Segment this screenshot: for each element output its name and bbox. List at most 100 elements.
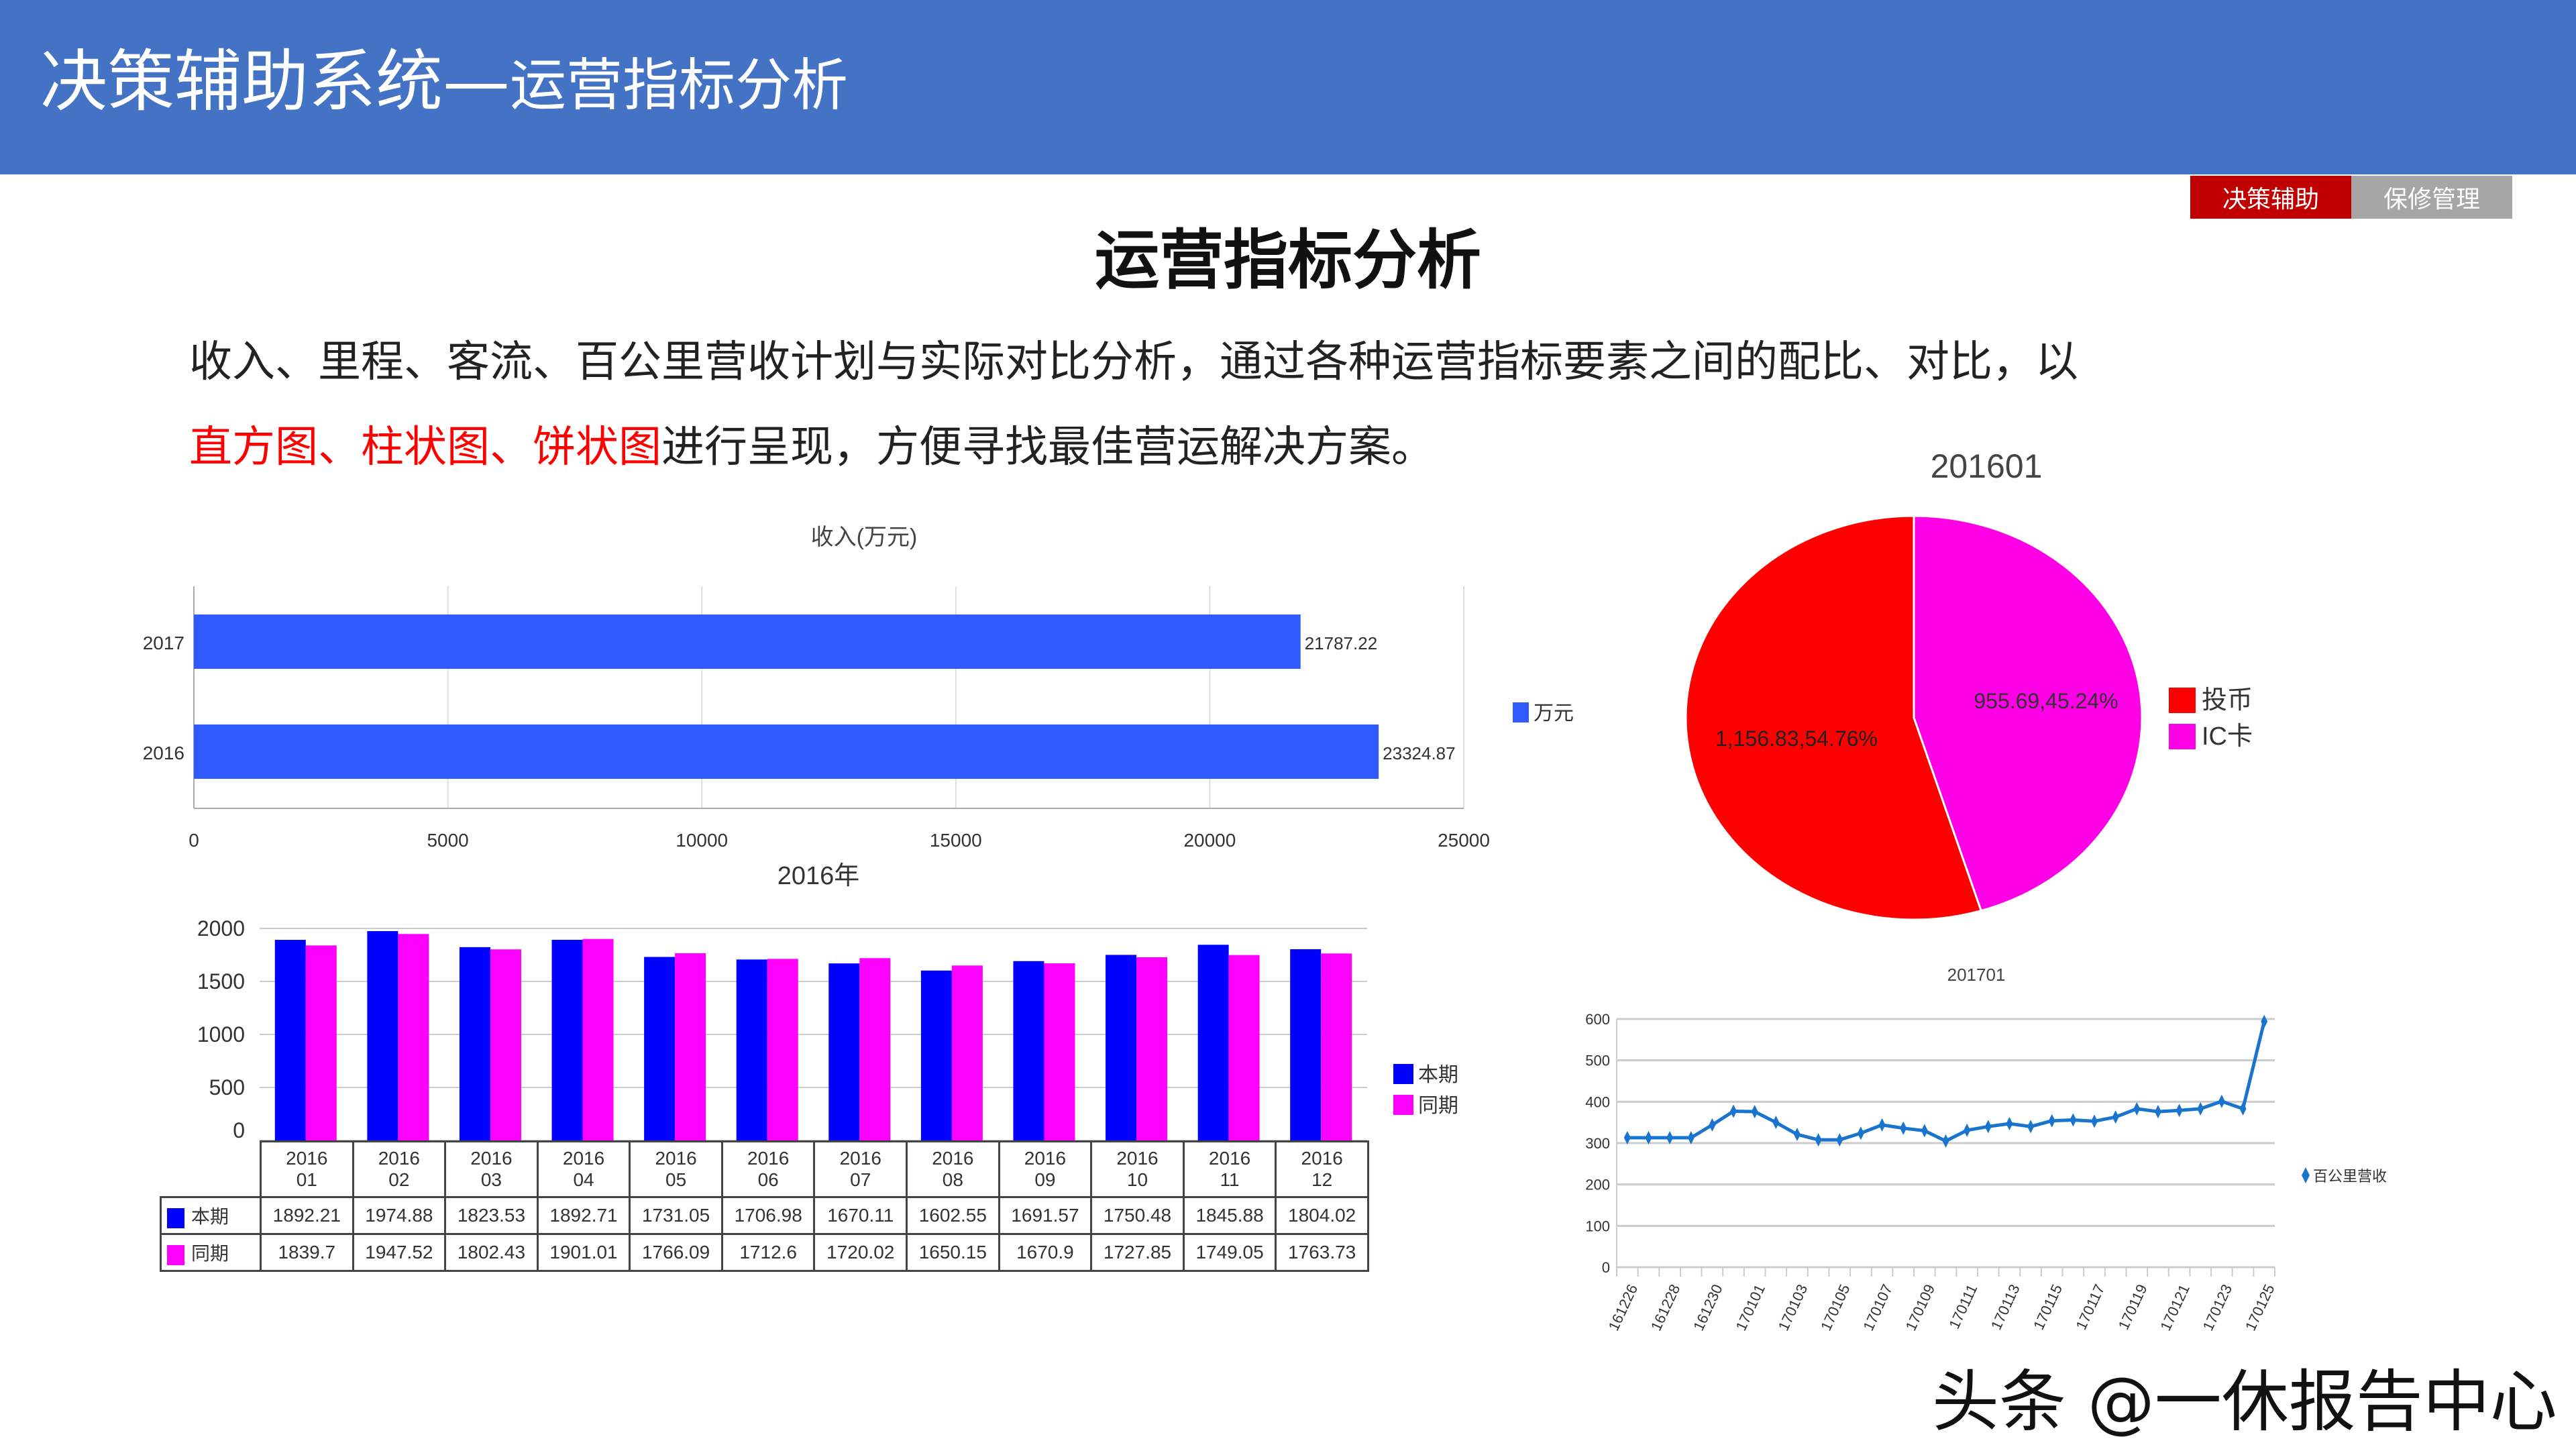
line-point-marker	[2197, 1102, 2204, 1116]
app-title: 决策辅助系统—运营指标分析	[40, 27, 848, 124]
line-point-marker	[1900, 1121, 1907, 1135]
column-bar-prior	[951, 965, 983, 1140]
table-cell: 1691.57	[998, 1196, 1093, 1235]
column-bar-current	[1197, 945, 1229, 1140]
line-xtick-label: 170113	[1988, 1282, 2023, 1333]
table-row: 本期 1892.21 1974.88 1823.53 1892.71 1731.05 170…	[160, 1196, 1369, 1235]
table-cell: 1712.6	[720, 1233, 816, 1272]
column-bar-current	[644, 957, 676, 1140]
hbar-title: 收入(万元)	[811, 525, 918, 550]
table-category-header: 2016 10	[1090, 1140, 1185, 1198]
column-bar-prior	[1136, 957, 1168, 1140]
line-legend-label: 百公里营收	[2313, 1168, 2387, 1185]
table-category-header: 2016 04	[536, 1140, 631, 1198]
table-cell: 1749.05	[1182, 1233, 1277, 1272]
table-cell: 1720.02	[813, 1233, 908, 1272]
hbar-xtick-label: 25000	[1438, 830, 1490, 851]
intro-highlight: 直方图、柱状图、饼状图	[189, 423, 661, 472]
title-main: 决策辅助系统—	[40, 42, 510, 121]
hbar-xtick-label: 20000	[1183, 830, 1236, 851]
line-point-marker	[1984, 1120, 1992, 1134]
line-point-marker	[1836, 1133, 1843, 1147]
line-point-marker	[1964, 1123, 1971, 1137]
column-ytick-label: 2000	[197, 916, 245, 941]
table-category-header: 2016 07	[813, 1140, 908, 1198]
line-ytick-label: 300	[1585, 1135, 1610, 1152]
column-bar-prior	[767, 959, 798, 1140]
line-point-marker	[2176, 1104, 2183, 1118]
line-point-marker	[1666, 1130, 1674, 1144]
line-ytick-label: 0	[1602, 1259, 1610, 1276]
column-bar-current	[1290, 949, 1322, 1140]
table-cell: 1802.43	[444, 1233, 539, 1272]
line-point-marker	[2091, 1114, 2098, 1128]
hbar-xtick-label: 0	[189, 830, 199, 851]
table-series-label: 本期	[160, 1196, 262, 1235]
column-bar-prior	[675, 953, 706, 1140]
pie-legend-label: IC卡	[2202, 722, 2253, 751]
column-chart-title: 2016年	[777, 862, 860, 890]
line-ytick-label: 500	[1585, 1053, 1610, 1069]
pie-slice	[1684, 515, 1983, 921]
column-bar-prior	[398, 934, 429, 1140]
pie-label-coin: 1,156.83,54.76%	[1715, 727, 1878, 751]
table-category-header: 2016 02	[352, 1140, 447, 1198]
table-cell: 1901.01	[536, 1233, 631, 1272]
line-xtick-label: 161226	[1605, 1282, 1641, 1334]
line-ytick-label: 200	[1585, 1177, 1610, 1193]
column-bar-prior	[1228, 955, 1260, 1140]
column-bar-current	[274, 940, 306, 1140]
column-bar-prior	[490, 949, 521, 1140]
column-bar-current	[459, 947, 490, 1140]
line-point-marker	[2261, 1014, 2268, 1028]
column-legend-label: 本期	[1418, 1064, 1458, 1086]
table-series-swatch	[167, 1208, 184, 1228]
column-legend-swatch	[1393, 1095, 1413, 1115]
nav-decision-support-button[interactable]: 决策辅助	[2190, 176, 2351, 219]
table-category-header: 2016 06	[720, 1140, 816, 1198]
column-bar-prior	[1321, 953, 1352, 1140]
column-bar-prior	[1044, 963, 1075, 1140]
table-cell: 1750.48	[1090, 1196, 1185, 1235]
table-cell: 1974.88	[352, 1196, 447, 1235]
column-legend-swatch	[1393, 1064, 1413, 1084]
pie-slice	[1913, 515, 2143, 912]
nav-maintenance-button[interactable]: 保修管理	[2351, 176, 2512, 219]
line-point-marker	[1857, 1126, 1864, 1140]
line-point-marker	[1921, 1124, 1928, 1138]
line-xtick-label: 170123	[2200, 1282, 2236, 1334]
line-series	[1627, 1021, 2266, 1143]
table-cell: 1706.98	[720, 1196, 816, 1235]
column-bar-current	[551, 939, 583, 1140]
table-cell: 1602.55	[906, 1196, 1000, 1235]
line-legend-marker	[2302, 1167, 2310, 1183]
pie-legend-swatch	[2169, 688, 2196, 713]
line-ytick-label: 100	[1585, 1218, 1610, 1234]
table-series-name: 本期	[191, 1206, 229, 1227]
line-point-marker	[1878, 1118, 1886, 1132]
line-point-marker	[2154, 1105, 2161, 1119]
table-cell: 1947.52	[352, 1233, 447, 1272]
table-category-header: 2016 08	[906, 1140, 1000, 1198]
line-ytick-label: 400	[1585, 1093, 1610, 1110]
line-xtick-label: 170121	[2157, 1282, 2193, 1334]
line-point-marker	[1623, 1130, 1631, 1144]
pie-legend-label: 投币	[2202, 686, 2253, 714]
column-bar-prior	[582, 938, 614, 1140]
title-sub: 运营指标分析	[510, 52, 849, 118]
intro-line-2: 直方图、柱状图、饼状图进行呈现，方便寻找最佳营运解决方案。	[189, 413, 1434, 474]
hbar-value-label: 23324.87	[1383, 743, 1455, 763]
column-legend-label: 同期	[1418, 1095, 1458, 1117]
hbar-bar	[194, 614, 1301, 669]
table-cell: 1823.53	[444, 1196, 539, 1235]
line-point-marker	[2027, 1120, 2035, 1134]
column-chart-data-table: 2016 01 2016 02 2016 03 2016 04 2016 05 2016 06 2016…	[160, 1140, 1369, 1272]
line-xtick-label: 170117	[2072, 1282, 2108, 1333]
pie-title: 201601	[1931, 447, 2043, 485]
column-bar-current	[1106, 955, 1137, 1140]
table-cell: 1839.7	[260, 1233, 354, 1272]
table-cell: 1727.85	[1090, 1233, 1185, 1272]
hbar-bar	[194, 724, 1379, 779]
table-cell: 1670.9	[998, 1233, 1093, 1272]
table-category-header: 2016 01	[260, 1140, 354, 1198]
